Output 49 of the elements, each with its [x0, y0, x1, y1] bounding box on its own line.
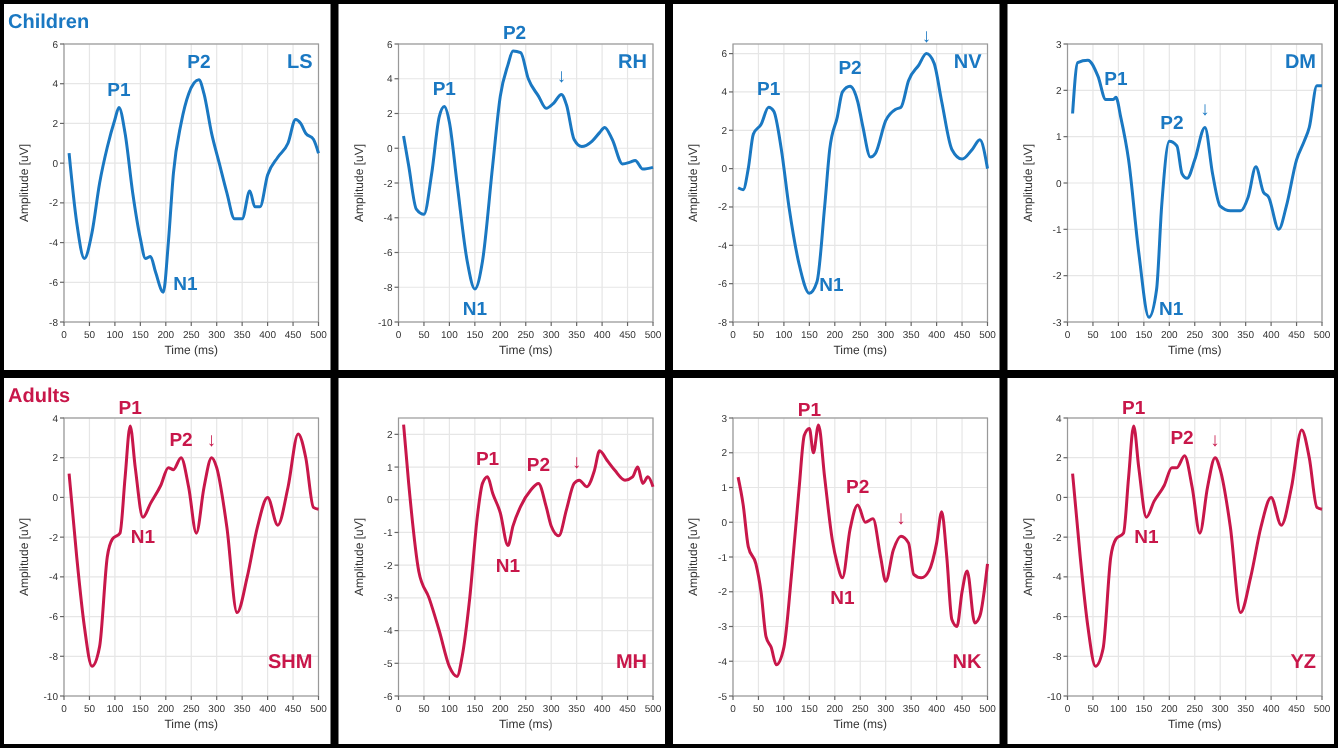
- annotation: P2: [169, 429, 193, 452]
- annotation: P2: [838, 58, 862, 81]
- annotation: N1: [130, 527, 157, 550]
- annotation: N1: [1134, 527, 1160, 550]
- line-series: [67, 424, 320, 668]
- annotation: P1: [1122, 397, 1147, 420]
- line-series: [736, 423, 989, 667]
- annotation: DM: [1284, 52, 1316, 74]
- annotation: ↓: [1200, 99, 1210, 122]
- annotation: P1: [475, 448, 501, 471]
- line-series: [736, 52, 989, 295]
- annotation: ↓: [921, 25, 932, 48]
- annotation: YZ: [1290, 652, 1316, 674]
- annotation: P1: [1104, 69, 1129, 92]
- annotation: P1: [797, 400, 823, 423]
- annotation: P1: [757, 79, 782, 102]
- annotation: ↓: [571, 452, 582, 475]
- annotation: P2: [1170, 427, 1194, 450]
- annotation: NK: [952, 652, 984, 674]
- annotation: LS: [286, 52, 314, 74]
- annotation: N1: [1158, 299, 1185, 322]
- annotation: NV: [953, 52, 983, 74]
- annotation: P2: [1160, 113, 1184, 136]
- annotation: MH: [615, 652, 647, 674]
- annotation: ↓: [896, 508, 906, 531]
- annotation: P1: [118, 397, 144, 420]
- annotation: N1: [495, 555, 522, 578]
- line-series: [402, 423, 655, 678]
- annotation: RH: [618, 52, 647, 74]
- annotation: ↓: [1210, 429, 1220, 452]
- line-series: [1071, 424, 1324, 668]
- line-series: [1071, 58, 1324, 319]
- annotation: P1: [432, 78, 458, 101]
- annotation: P1: [107, 79, 133, 102]
- annotation: N1: [173, 274, 199, 297]
- annotation: ↓: [556, 66, 567, 89]
- chart-title: Children: [8, 12, 90, 34]
- annotation: ↓: [206, 429, 217, 452]
- annotation: N1: [830, 587, 856, 610]
- chart-title: Adults: [8, 386, 72, 408]
- annotation: SHM: [268, 652, 313, 674]
- annotation: P2: [187, 51, 211, 74]
- annotation: N1: [819, 275, 846, 298]
- annotation: N1: [462, 298, 489, 321]
- line-series: [402, 49, 655, 291]
- annotation: P2: [846, 476, 870, 499]
- line-series: [67, 78, 320, 294]
- annotation: P2: [502, 22, 527, 45]
- annotation: P2: [526, 455, 551, 478]
